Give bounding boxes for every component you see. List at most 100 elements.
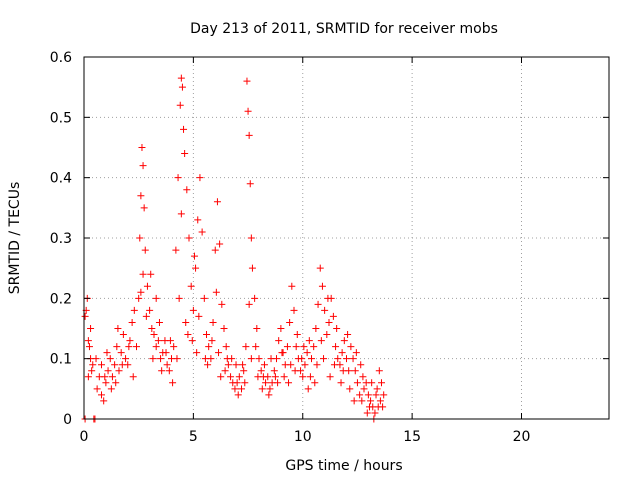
data-point	[221, 367, 229, 375]
data-point	[367, 397, 375, 405]
data-point	[108, 373, 116, 381]
data-point	[194, 216, 202, 224]
data-point	[308, 355, 315, 363]
data-point	[87, 325, 95, 332]
data-point	[304, 385, 312, 393]
data-point	[375, 367, 383, 375]
data-point	[301, 361, 309, 369]
data-point	[329, 312, 337, 320]
data-point	[258, 385, 266, 393]
y-tick-label: 0.3	[50, 231, 72, 247]
data-point	[126, 337, 134, 345]
data-point	[266, 385, 274, 393]
data-point	[290, 306, 298, 314]
data-point	[351, 367, 359, 375]
y-axis-label: SRMTID / TECUs	[7, 182, 23, 295]
data-point	[300, 343, 308, 351]
data-point	[129, 373, 137, 381]
data-point	[359, 373, 367, 381]
data-point	[174, 174, 182, 182]
data-point	[157, 355, 165, 363]
data-point	[222, 343, 230, 351]
data-point	[198, 228, 206, 236]
data-point	[205, 343, 213, 351]
data-point	[323, 331, 331, 339]
data-point	[150, 331, 158, 339]
data-point	[318, 282, 326, 290]
data-point	[365, 403, 373, 411]
plot-frame	[83, 56, 610, 420]
data-point	[285, 379, 293, 387]
data-point	[185, 234, 193, 242]
data-point	[235, 373, 243, 381]
data-point	[158, 367, 166, 375]
data-point	[338, 349, 346, 357]
data-point	[334, 355, 342, 363]
data-point	[163, 361, 171, 369]
data-point	[247, 234, 255, 242]
data-point	[188, 337, 196, 345]
data-point	[113, 343, 121, 351]
data-point	[330, 361, 338, 369]
chart-title: Day 213 of 2011, SRMTID for receiver mob…	[190, 21, 498, 37]
data-point	[216, 240, 224, 248]
data-point	[122, 355, 130, 363]
data-point	[217, 373, 225, 381]
data-point	[240, 367, 248, 375]
data-point	[88, 367, 96, 375]
data-point	[128, 318, 136, 326]
data-point	[379, 403, 387, 411]
data-point	[204, 361, 212, 369]
y-tick-labels: 0 0.1 0.2 0.3 0.4 0.5 0.6	[50, 50, 72, 428]
data-point	[358, 397, 366, 405]
data-point	[317, 337, 325, 345]
data-point	[283, 343, 291, 351]
data-point	[104, 367, 112, 375]
data-point	[231, 385, 239, 393]
data-point	[337, 379, 345, 387]
data-point	[81, 312, 89, 320]
data-point	[85, 343, 93, 351]
data-point	[368, 379, 376, 387]
data-point	[203, 331, 210, 339]
data-point	[325, 318, 333, 326]
data-point	[311, 379, 319, 387]
data-point	[251, 294, 259, 302]
data-point	[380, 391, 388, 399]
y-tick-label: 0	[63, 412, 72, 428]
data-point	[92, 355, 100, 363]
data-point	[287, 361, 295, 369]
data-point	[176, 101, 184, 109]
data-point	[166, 337, 174, 345]
data-point	[93, 385, 101, 393]
data-point	[118, 361, 126, 369]
data-point	[248, 264, 256, 272]
data-point	[339, 367, 347, 375]
data-point	[260, 361, 268, 369]
data-point	[356, 391, 364, 399]
data-point	[136, 234, 144, 242]
data-point	[133, 343, 140, 351]
data-point	[293, 331, 301, 339]
data-point	[255, 355, 263, 363]
data-point	[155, 318, 163, 326]
data-point	[244, 107, 252, 115]
data-point	[252, 343, 260, 351]
data-point	[177, 74, 185, 82]
data-point	[324, 294, 332, 302]
data-point	[148, 325, 156, 332]
data-point	[218, 300, 226, 308]
data-point	[154, 337, 162, 345]
y-tick-label: 0.2	[50, 291, 72, 307]
data-point	[305, 337, 313, 345]
data-point	[140, 204, 148, 212]
data-point	[101, 373, 109, 381]
data-point	[177, 210, 185, 218]
data-point	[257, 367, 265, 375]
data-point	[181, 150, 189, 158]
data-point	[346, 385, 354, 393]
data-point	[364, 391, 372, 399]
data-point	[102, 379, 110, 387]
data-point	[119, 331, 127, 339]
data-point	[170, 343, 178, 351]
